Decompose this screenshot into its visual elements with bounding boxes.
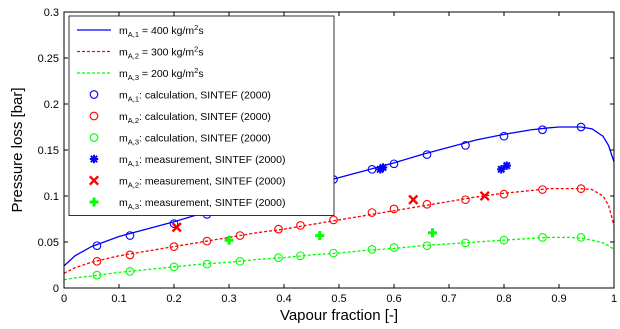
data-point-circle bbox=[538, 185, 547, 194]
y-tick-label: 0.1 bbox=[44, 191, 59, 203]
data-point-circle bbox=[499, 235, 509, 245]
data-point-circle bbox=[499, 131, 509, 141]
data-point-plus bbox=[428, 228, 437, 238]
data-point-circle bbox=[92, 241, 102, 251]
data-point-circle bbox=[576, 233, 586, 242]
data-point-circle bbox=[296, 251, 305, 261]
legend-swatch-marker bbox=[89, 197, 99, 207]
data-point-circle bbox=[461, 195, 470, 205]
axes-layer: 0 0.1 0.2 0.3 0.4 0.5 0.6 0.7 0.8 0.9 1 0 0.05 0.1 0.1… bbox=[38, 7, 617, 305]
data-point-circle bbox=[125, 267, 135, 276]
data-point-circle bbox=[422, 150, 432, 159]
x-tick-label: 0.3 bbox=[221, 293, 236, 305]
legend-label: mA,2 = 300 kg/m2s bbox=[119, 45, 204, 61]
data-point-circle bbox=[576, 122, 586, 132]
data-point-circle bbox=[329, 248, 338, 258]
x-tick-label: 0.1 bbox=[111, 293, 126, 305]
data-point-plus bbox=[315, 231, 325, 241]
legend-label: mA,2: calculation, SINTEF (2000) bbox=[119, 111, 271, 125]
data-point-circle bbox=[169, 242, 179, 251]
data-point-circle bbox=[461, 238, 470, 248]
data-point-asterisk bbox=[502, 161, 511, 170]
data-point-circle bbox=[202, 236, 212, 246]
legend-label: mA,2: measurement, SINTEF (2000) bbox=[119, 176, 285, 190]
x-tick-label: 0.7 bbox=[441, 293, 456, 305]
x-tick-label: 0.2 bbox=[166, 293, 181, 305]
data-point-circle bbox=[125, 250, 135, 260]
y-tick-label: 0.3 bbox=[44, 7, 59, 19]
data-point-cross bbox=[408, 194, 419, 205]
data-point-circle bbox=[202, 259, 212, 269]
x-tick-label: 1 bbox=[611, 293, 617, 305]
legend-label: mA,1 = 400 kg/m2s bbox=[119, 23, 204, 39]
data-point-circle bbox=[461, 141, 470, 150]
legend: mA,1 = 400 kg/m2s mA,2 = 300 kg/m2s mA,3 =… bbox=[68, 15, 335, 216]
legend-label: mA,3: measurement, SINTEF (2000) bbox=[119, 197, 285, 211]
legend-label: mA,3 = 200 kg/m2s bbox=[119, 66, 204, 82]
data-point-circle bbox=[576, 184, 586, 193]
data-point-circle bbox=[169, 262, 179, 272]
data-point-circle bbox=[169, 219, 179, 228]
y-tick-label: 0.2 bbox=[44, 99, 59, 111]
legend-swatch-marker bbox=[89, 154, 99, 164]
data-point-circle bbox=[499, 189, 509, 199]
data-point-circle bbox=[367, 164, 377, 174]
y-tick-label: 0.05 bbox=[38, 237, 59, 249]
data-point-circle bbox=[274, 253, 283, 262]
data-point-circle bbox=[92, 270, 102, 280]
legend-swatch-marker bbox=[89, 133, 99, 142]
x-tick-label: 0 bbox=[61, 293, 67, 305]
data-point-circle bbox=[274, 224, 283, 234]
legend-label: mA,1: calculation, SINTEF (2000) bbox=[119, 90, 271, 104]
data-point-circle bbox=[367, 208, 377, 217]
y-tick-label: 0.25 bbox=[38, 53, 59, 65]
data-point-circle bbox=[389, 204, 399, 214]
y-tick-label: 0 bbox=[53, 283, 59, 295]
data-point-circle bbox=[235, 231, 245, 240]
y-tick-label: 0.15 bbox=[38, 145, 59, 157]
legend-label: mA,1: measurement, SINTEF (2000) bbox=[119, 154, 285, 168]
data-point-circle bbox=[389, 159, 399, 169]
x-tick-label: 0.9 bbox=[551, 293, 566, 305]
data-point-plus bbox=[224, 235, 234, 245]
data-point-circle bbox=[538, 233, 547, 242]
data-point-circle bbox=[422, 199, 432, 209]
data-point-circle bbox=[235, 256, 245, 266]
legend-box bbox=[68, 15, 335, 216]
legend-swatch-marker bbox=[88, 175, 100, 186]
x-axis-title: Vapour fraction [-] bbox=[280, 307, 398, 324]
data-point-circle bbox=[296, 221, 305, 230]
data-point-circle bbox=[538, 125, 547, 135]
x-tick-label: 0.5 bbox=[331, 293, 346, 305]
data-point-circle bbox=[389, 243, 399, 252]
data-point-cross bbox=[479, 190, 490, 202]
data-point-cross bbox=[171, 222, 182, 233]
data-point-circle bbox=[92, 256, 102, 266]
data-point-asterisk bbox=[497, 165, 506, 174]
x-tick-label: 0.4 bbox=[276, 293, 291, 305]
legend-swatch-marker bbox=[89, 90, 99, 99]
data-point-circle bbox=[367, 245, 377, 254]
data-point-circle bbox=[329, 215, 338, 225]
y-axis-title: Pressure loss [bar] bbox=[9, 87, 26, 212]
data-point-circle bbox=[422, 241, 432, 251]
data-point-circle bbox=[125, 231, 135, 240]
legend-label: mA,3: calculation, SINTEF (2000) bbox=[119, 133, 271, 147]
x-tick-label: 0.6 bbox=[386, 293, 401, 305]
x-tick-label: 0.8 bbox=[496, 293, 511, 305]
legend-swatch-marker bbox=[89, 111, 99, 121]
data-point-asterisk bbox=[378, 163, 388, 172]
